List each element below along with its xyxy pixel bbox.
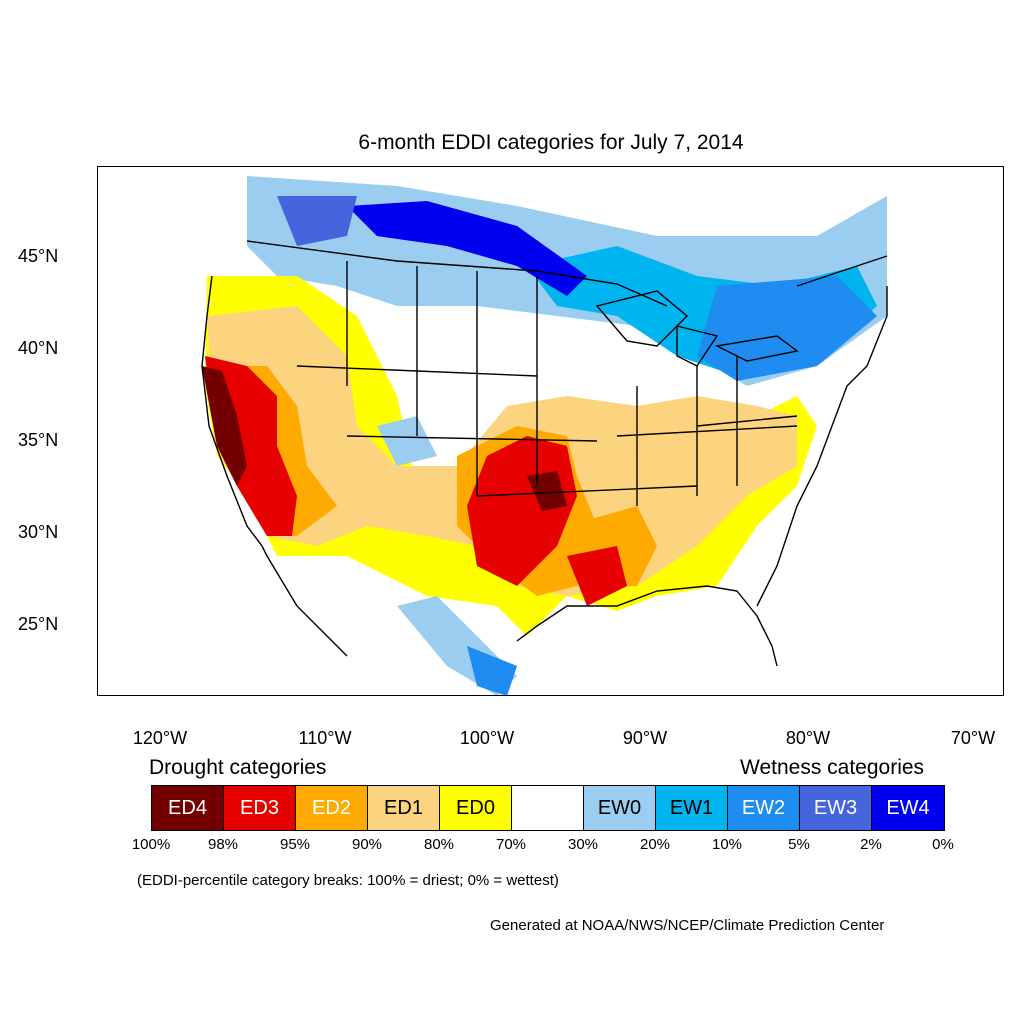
lon-label: 90°W xyxy=(622,728,668,748)
wettest-north xyxy=(347,201,587,296)
legend-cell: EW4 xyxy=(872,786,944,830)
legend-cell: ED4 xyxy=(152,786,224,830)
legend-cell: EW1 xyxy=(656,786,728,830)
legend-cell: ED0 xyxy=(440,786,512,830)
legend-cell xyxy=(512,786,584,830)
percent-break-label: 90% xyxy=(351,836,383,853)
credit: Generated at NOAA/NWS/NCEP/Climate Predi… xyxy=(490,917,885,934)
lon-label: 110°W xyxy=(298,728,352,748)
legend-bar: ED4 ED3 ED2 ED1 ED0 EW0 EW1 EW2 EW3 EW4 xyxy=(151,785,945,831)
lon-label: 70°W xyxy=(950,728,996,748)
legend-cell: ED1 xyxy=(368,786,440,830)
lat-label: 40°N xyxy=(18,338,59,358)
map-title: 6-month EDDI categories for July 7, 2014 xyxy=(358,131,744,154)
drought-ed4-west xyxy=(202,366,247,486)
percent-break-label: 95% xyxy=(279,836,311,853)
lat-label: 45°N xyxy=(18,246,59,266)
legend-cell: EW0 xyxy=(584,786,656,830)
eddi-map xyxy=(97,166,1004,696)
canada-border xyxy=(246,240,888,307)
legend-cell: ED2 xyxy=(296,786,368,830)
percent-break-label: 30% xyxy=(567,836,599,853)
lon-label: 80°W xyxy=(785,728,831,748)
percent-break-label: 80% xyxy=(423,836,455,853)
state-lines xyxy=(296,261,798,506)
percent-break-label: 5% xyxy=(788,836,810,853)
lon-label: 120°W xyxy=(132,728,188,748)
wet-n-rockies xyxy=(277,196,357,246)
breaks-note: (EDDI-percentile category breaks: 100% =… xyxy=(137,872,559,889)
lat-label: 30°N xyxy=(18,522,59,542)
wet-sw3 xyxy=(377,416,437,466)
wet-ne xyxy=(697,276,877,381)
lat-label: 25°N xyxy=(18,614,59,634)
percent-break-label: 2% xyxy=(860,836,882,853)
legend-cell: EW2 xyxy=(728,786,800,830)
percent-break-label: 70% xyxy=(495,836,527,853)
wet-sw2 xyxy=(467,646,517,696)
drought-ed3-south xyxy=(467,436,627,606)
percent-break-label: 100% xyxy=(131,836,171,853)
drought-categories-heading: Drought categories xyxy=(149,756,327,779)
legend-cell: ED3 xyxy=(224,786,296,830)
lat-label: 35°N xyxy=(18,430,59,450)
percent-break-label: 20% xyxy=(639,836,671,853)
percent-break-label: 98% xyxy=(207,836,239,853)
percent-break-label: 0% xyxy=(932,836,954,853)
legend-cell: EW3 xyxy=(800,786,872,830)
wetness-categories-heading: Wetness categories xyxy=(740,756,925,779)
lon-label: 100°W xyxy=(459,728,515,748)
percent-break-label: 10% xyxy=(711,836,743,853)
coastline xyxy=(201,275,888,667)
